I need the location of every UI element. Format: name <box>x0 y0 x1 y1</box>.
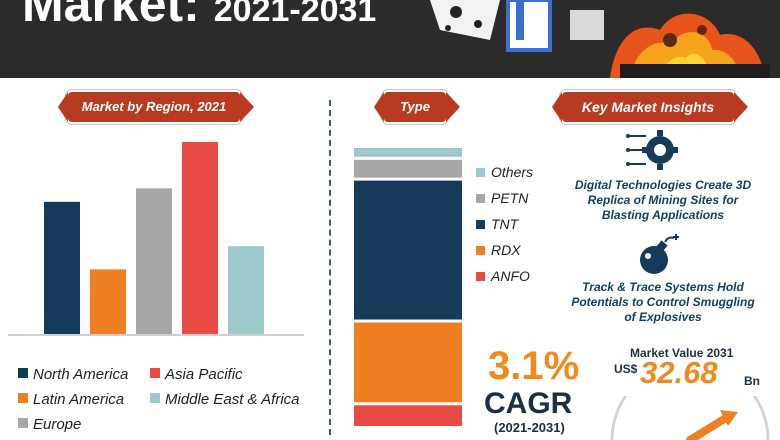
title-years: 2021-2031 <box>213 0 377 29</box>
market-value-currency: US$ <box>614 362 638 376</box>
region-bar-chart <box>8 142 304 336</box>
market-value-label: Market Value 2031 <box>630 346 734 360</box>
insights-section-title: Key Market Insights <box>552 92 748 122</box>
bar-middle-east-africa <box>228 246 264 335</box>
legend-swatch <box>476 246 485 255</box>
legend-petn: PETN <box>476 190 528 206</box>
legend-anfo: ANFO <box>476 268 530 284</box>
legend-latin-america: Latin America <box>18 391 124 409</box>
legend-label: RDX <box>491 242 521 258</box>
type-section-title: Type <box>374 92 460 122</box>
header-banner: Market: 2021-2031 <box>0 0 780 78</box>
mining-blast-illustration <box>420 0 780 78</box>
legend-swatch <box>18 393 28 403</box>
segment-petn <box>354 159 462 178</box>
bar-latin-america <box>90 269 126 335</box>
legend-tnt: TNT <box>476 216 518 232</box>
type-stacked-bar-chart <box>354 148 462 426</box>
title-line: Market: <box>22 0 200 32</box>
legend-swatch <box>18 418 28 428</box>
legend-europe: Europe <box>18 416 81 434</box>
legend-label: ANFO <box>491 268 530 284</box>
legend-swatch <box>150 368 160 378</box>
legend-swatch <box>18 368 28 378</box>
legend-label: Others <box>491 164 534 180</box>
legend-label: Middle East & Africa <box>165 391 300 408</box>
region-section-title: Market by Region, 2021 <box>58 92 254 122</box>
legend-swatch <box>476 194 485 203</box>
legend-label: North America <box>33 366 129 383</box>
region-legend: North America Asia Pacific Latin America… <box>18 366 328 436</box>
legend-label: Latin America <box>33 391 125 408</box>
bar-asia-pacific <box>182 142 218 335</box>
growth-gauge-icon <box>610 396 770 440</box>
legend-north-america: North America <box>18 366 128 384</box>
legend-label: PETN <box>491 190 529 206</box>
bar-north-america <box>44 201 80 335</box>
gear-circuit-icon <box>626 130 678 170</box>
bomb-icon <box>640 234 679 274</box>
segment-tnt <box>354 180 462 320</box>
legend-rdx: RDX <box>476 242 521 258</box>
insight-track-trace: Track & Trace Systems Hold Potentials to… <box>571 280 755 324</box>
legend-swatch <box>150 393 160 403</box>
market-value-unit: Bn <box>744 374 760 388</box>
bar-europe <box>136 188 172 335</box>
legend-others: Others <box>476 164 533 180</box>
legend-swatch <box>476 272 485 281</box>
segment-anfo <box>354 405 462 426</box>
legend-label: Europe <box>33 416 82 433</box>
insight-digital-technologies: Digital Technologies Create 3D Replica o… <box>574 178 752 222</box>
section-divider <box>329 100 331 435</box>
legend-middle-east-africa: Middle East & Africa <box>150 391 300 409</box>
page-title: Market: 2021-2031 <box>22 0 376 38</box>
legend-label: TNT <box>491 216 519 232</box>
cagr-period: (2021-2031) <box>494 420 565 435</box>
market-value-amount: 32.68 <box>640 355 718 390</box>
segment-others <box>354 148 462 157</box>
legend-swatch <box>476 220 485 229</box>
segment-rdx <box>354 322 462 403</box>
legend-swatch <box>476 168 485 177</box>
cagr-value: 3.1% <box>488 344 580 388</box>
legend-label: Asia Pacific <box>165 366 243 383</box>
cagr-label: CAGR <box>484 387 573 420</box>
legend-asia-pacific: Asia Pacific <box>150 366 243 384</box>
